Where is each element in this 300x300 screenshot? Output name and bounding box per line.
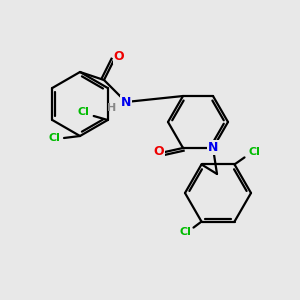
Text: Cl: Cl — [78, 107, 90, 117]
Text: Cl: Cl — [180, 226, 191, 237]
Text: Cl: Cl — [48, 133, 60, 143]
Text: O: O — [114, 50, 124, 62]
Text: O: O — [154, 146, 164, 158]
Text: N: N — [121, 95, 131, 109]
Text: Cl: Cl — [249, 147, 260, 158]
Text: H: H — [107, 103, 117, 113]
Text: N: N — [208, 142, 218, 154]
